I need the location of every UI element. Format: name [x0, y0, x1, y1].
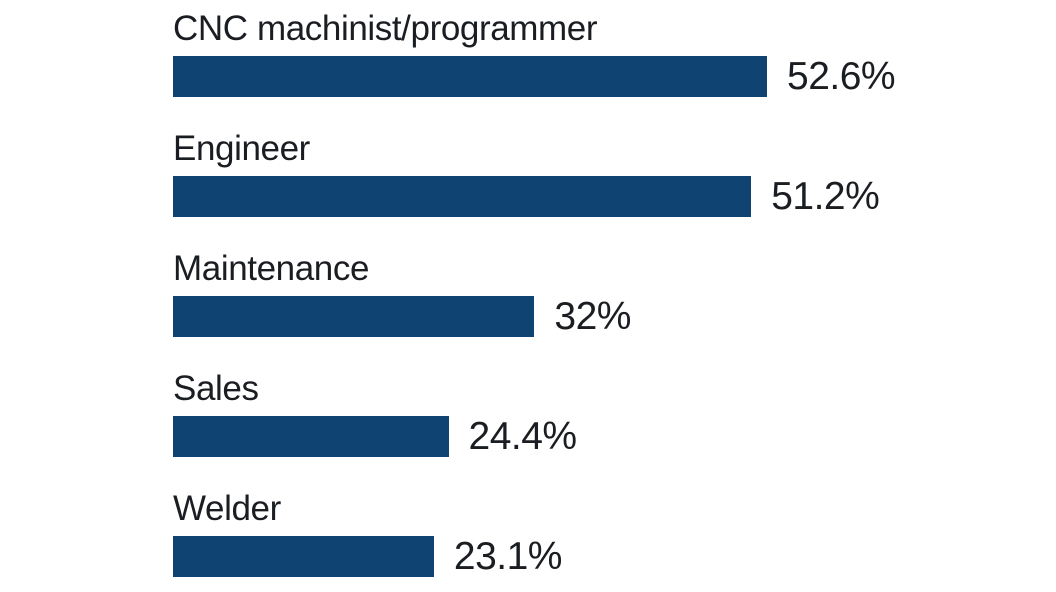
bar: [173, 176, 752, 217]
value-label: 24.4%: [468, 414, 578, 458]
category-label: Sales: [173, 369, 259, 408]
category-label: CNC machinist/programmer: [173, 9, 598, 48]
bar: [173, 416, 449, 457]
category-label: Welder: [173, 489, 281, 528]
category-label: Engineer: [173, 129, 310, 168]
bar-line: 23.1%: [173, 534, 1056, 578]
bar: [173, 296, 535, 337]
bar-line: 24.4%: [173, 414, 1056, 458]
value-label: 23.1%: [453, 534, 563, 578]
value-label: 32%: [554, 294, 631, 338]
value-label: 51.2%: [771, 174, 880, 218]
chart-row: CNC machinist/programmer 52.6%: [173, 2, 1056, 122]
bar-line: 52.6%: [173, 54, 1056, 98]
chart-row: Maintenance 32%: [173, 242, 1056, 362]
chart-row: Welder 23.1%: [173, 482, 1056, 592]
bar-line: 32%: [173, 294, 1056, 338]
chart-row: Sales 24.4%: [173, 362, 1056, 482]
bar: [173, 56, 767, 97]
category-label: Maintenance: [173, 249, 370, 288]
chart-row: Engineer 51.2%: [173, 122, 1056, 242]
bar-line: 51.2%: [173, 174, 1056, 218]
bar: [173, 536, 434, 577]
value-label: 52.6%: [787, 54, 896, 98]
